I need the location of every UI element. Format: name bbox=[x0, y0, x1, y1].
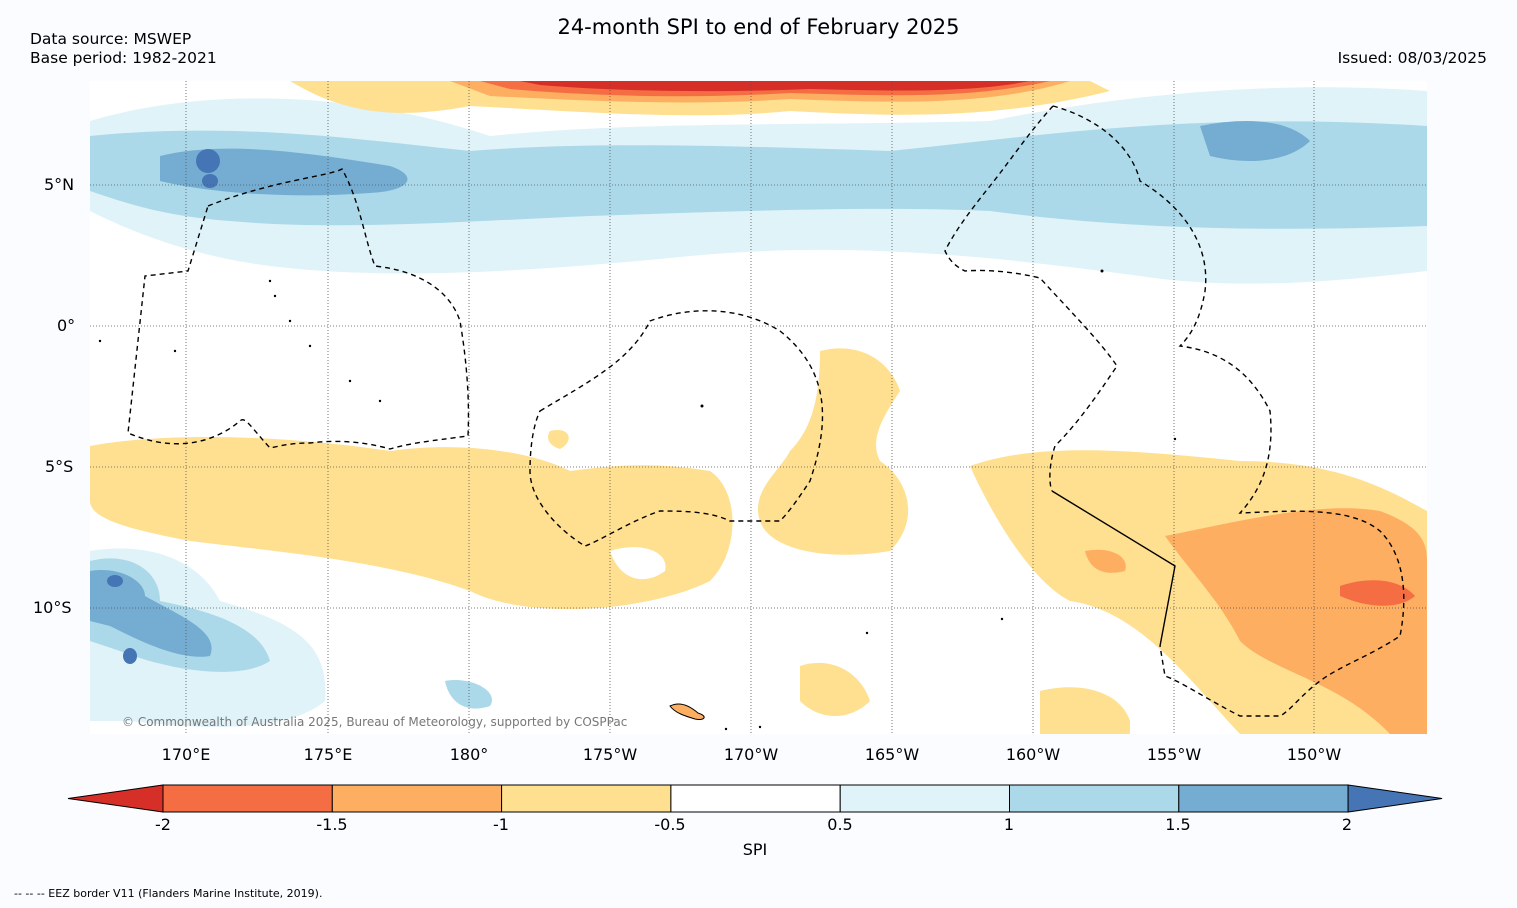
lat-label-10s: 10°S bbox=[33, 598, 72, 617]
colorbar-label: SPI bbox=[742, 840, 768, 859]
colorbar-tick: -1 bbox=[493, 815, 509, 834]
lat-label-0: 0° bbox=[57, 316, 76, 335]
colorbar-segment bbox=[162, 784, 333, 813]
colorbar-tick: -2 bbox=[155, 815, 171, 834]
eez-borders bbox=[127, 105, 1405, 717]
lon-label-175e: 175°E bbox=[303, 745, 353, 764]
lon-label-180: 180° bbox=[449, 745, 489, 764]
colorbar-tick: 1.5 bbox=[1165, 815, 1191, 834]
colorbar bbox=[67, 784, 1443, 813]
lon-label-160w: 160°W bbox=[1005, 745, 1061, 764]
issued-date-text: Issued: 08/03/2025 bbox=[1337, 49, 1487, 67]
chart-title: 24-month SPI to end of February 2025 bbox=[557, 15, 960, 39]
colorbar-tick: -1.5 bbox=[316, 815, 348, 834]
colorbar-segment bbox=[670, 784, 841, 813]
lat-label-5n: 5°N bbox=[44, 175, 75, 194]
wet-band-mid bbox=[90, 121, 1427, 229]
colorbar-arrow-right bbox=[1347, 784, 1443, 813]
lon-label-170w: 170°W bbox=[723, 745, 779, 764]
colorbar-tick: -0.5 bbox=[654, 815, 686, 834]
copyright-text: © Commonwealth of Australia 2025, Bureau… bbox=[122, 715, 628, 729]
colorbar-tick: 0.5 bbox=[827, 815, 853, 834]
spi-map bbox=[90, 81, 1427, 734]
colorbar-segment bbox=[1009, 784, 1180, 813]
eez-legend-note: -- -- -- EEZ border V11 (Flanders Marine… bbox=[14, 887, 323, 900]
lon-label-165w: 165°W bbox=[864, 745, 920, 764]
colorbar-segment bbox=[1178, 784, 1349, 813]
data-source-text: Data source: MSWEP bbox=[30, 30, 192, 48]
lon-label-170e: 170°E bbox=[161, 745, 211, 764]
lon-label-155w: 155°W bbox=[1146, 745, 1202, 764]
dry-patch-west bbox=[90, 436, 733, 610]
colorbar-segment bbox=[331, 784, 503, 813]
wet-band-dark bbox=[160, 148, 408, 196]
colorbar-segment bbox=[839, 784, 1011, 813]
lon-label-150w: 150°W bbox=[1286, 745, 1342, 764]
lon-label-175w: 175°W bbox=[582, 745, 638, 764]
lat-label-5s: 5°S bbox=[45, 457, 74, 476]
colorbar-tick: 1 bbox=[1003, 815, 1015, 834]
base-period-text: Base period: 1982-2021 bbox=[30, 49, 217, 67]
colorbar-segment bbox=[501, 784, 672, 813]
colorbar-tick: 2 bbox=[1341, 815, 1353, 834]
colorbar-arrow-left bbox=[67, 784, 164, 813]
